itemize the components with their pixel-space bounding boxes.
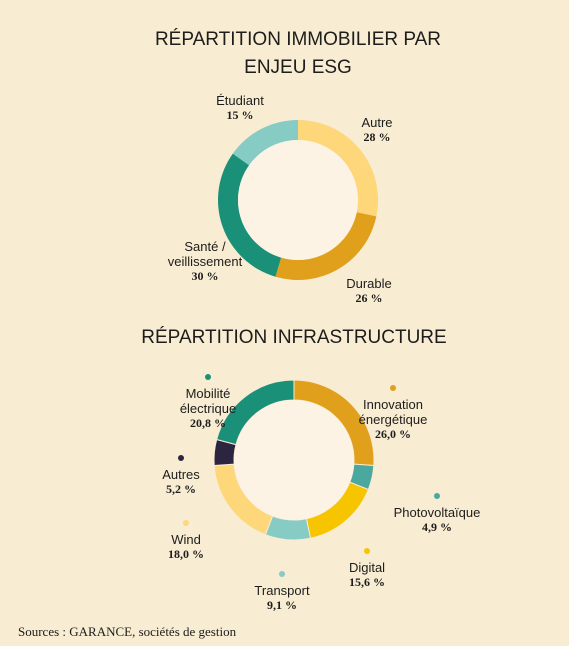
category-label: Autre: [361, 115, 393, 130]
segment-label: Innovation énergétique 26,0 %: [338, 385, 448, 442]
source: Sources : GARANCE, sociétés de gestion: [18, 624, 237, 639]
value-label: 20,8 %: [190, 416, 226, 430]
value-label: 4,9 %: [422, 520, 452, 534]
donut-segment: [232, 120, 298, 166]
donut-hole: [238, 140, 358, 260]
legend-dot: [178, 455, 184, 461]
segment-label: Santé / veillissement 30 %: [160, 239, 250, 284]
chart-title: RÉPARTITION INFRASTRUCTURE: [141, 327, 447, 348]
value-label: 15 %: [226, 108, 254, 122]
donut-segment: [275, 212, 377, 280]
segment-label: Digital 15,6 %: [327, 548, 407, 590]
category-label: Santé / veillissement: [167, 239, 243, 269]
value-label: 26 %: [355, 291, 383, 305]
legend-dot: [279, 571, 285, 577]
legend-dot: [434, 493, 440, 499]
segment-label: Mobilité électrique 20,8 %: [163, 374, 253, 431]
category-label: Photovoltaïque: [393, 505, 481, 520]
donut-segment: [217, 153, 282, 277]
category-label: Mobilité électrique: [179, 386, 237, 416]
legend-dot: [364, 548, 370, 554]
category-label: Étudiant: [216, 93, 264, 108]
value-label: 28 %: [363, 130, 391, 144]
value-label: 5,2 %: [166, 482, 196, 496]
segment-label: Durable 26 %: [329, 276, 409, 306]
chart-title: RÉPARTITION IMMOBILIER PAR ENJEU ESG: [154, 29, 442, 78]
donut-segment: [298, 120, 379, 217]
segment-label: Transport 9,1 %: [242, 571, 322, 613]
category-label: Autres: [162, 467, 200, 482]
donut-hole: [234, 400, 354, 520]
value-label: 15,6 %: [349, 575, 385, 589]
segment-label: Wind 18,0 %: [146, 520, 226, 562]
segment-label: Étudiant 15 %: [200, 93, 280, 123]
value-label: 9,1 %: [267, 598, 297, 612]
segment-label: Autres 5,2 %: [141, 455, 221, 497]
legend-dot: [205, 374, 211, 380]
legend-dot: [183, 520, 189, 526]
category-label: Innovation énergétique: [358, 397, 428, 427]
value-label: 30 %: [191, 269, 219, 283]
value-label: 26,0 %: [375, 427, 411, 441]
category-label: Durable: [346, 276, 392, 291]
category-label: Transport: [254, 583, 310, 598]
legend-dot: [390, 385, 396, 391]
category-label: Digital: [348, 560, 386, 575]
segment-label: Autre 28 %: [337, 115, 417, 145]
segment-label: Photovoltaïque 4,9 %: [382, 493, 492, 535]
value-label: 18,0 %: [168, 547, 204, 561]
category-label: Wind: [171, 532, 201, 547]
